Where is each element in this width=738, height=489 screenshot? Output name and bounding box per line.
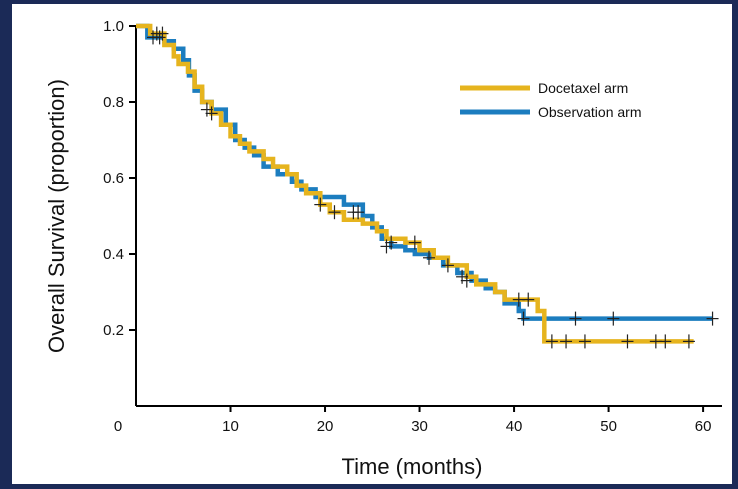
x-axis-title: Time (months) bbox=[342, 454, 483, 479]
censor-mark-docetaxel bbox=[205, 106, 218, 121]
censor-mark-docetaxel bbox=[328, 205, 341, 220]
censor-mark-observation bbox=[423, 250, 435, 265]
x-tick-label: 50 bbox=[600, 418, 617, 435]
censor-mark-observation bbox=[460, 273, 473, 288]
series-layer bbox=[136, 23, 719, 349]
censor-mark-observation bbox=[706, 311, 719, 326]
legend-label-observation: Observation arm bbox=[538, 104, 641, 120]
censor-mark-docetaxel bbox=[408, 235, 421, 250]
censor-mark-docetaxel bbox=[456, 269, 469, 284]
x-tick-label: 40 bbox=[506, 418, 523, 435]
censor-mark-observation bbox=[380, 239, 393, 254]
chart-panel: 0.2 0.4 0.6 0.8 1.0 0 10 20 30 40 50 60 Overall Su… bbox=[12, 4, 732, 484]
censor-mark-docetaxel bbox=[314, 197, 327, 212]
censor-mark-docetaxel bbox=[682, 334, 695, 349]
x-tick-label: 10 bbox=[222, 418, 239, 435]
censor-mark-docetaxel bbox=[352, 205, 365, 220]
censor-mark-docetaxel bbox=[385, 235, 398, 250]
censor-mark-observation bbox=[153, 30, 166, 45]
y-tick-label: 0.8 bbox=[103, 94, 124, 111]
censor-mark-docetaxel bbox=[621, 334, 634, 349]
axes bbox=[135, 26, 722, 407]
y-tick-label: 1.0 bbox=[103, 18, 124, 35]
censor-mark-docetaxel bbox=[522, 292, 535, 307]
x-ticks: 0 10 20 30 40 50 60 bbox=[114, 406, 712, 435]
y-tick-label: 0.6 bbox=[103, 170, 124, 187]
y-tick-label: 0.2 bbox=[103, 322, 124, 339]
censor-mark-docetaxel bbox=[560, 334, 573, 349]
x-tick-label: 0 bbox=[114, 418, 122, 435]
censor-mark-observation bbox=[607, 311, 620, 326]
x-tick-label: 20 bbox=[317, 418, 334, 435]
censor-mark-observation bbox=[517, 311, 530, 326]
series-line-docetaxel bbox=[136, 23, 694, 344]
censor-mark-docetaxel bbox=[156, 26, 169, 41]
censor-mark-observation bbox=[200, 102, 213, 117]
censor-mark-observation bbox=[441, 258, 454, 273]
y-ticks: 0.2 0.4 0.6 0.8 1.0 bbox=[103, 18, 136, 339]
x-tick-label: 60 bbox=[695, 418, 712, 435]
survival-chart: 0.2 0.4 0.6 0.8 1.0 0 10 20 30 40 50 60 Overall Su… bbox=[44, 18, 722, 479]
legend: Docetaxel arm Observation arm bbox=[460, 80, 641, 120]
censor-mark-docetaxel bbox=[659, 334, 672, 349]
y-tick-label: 0.4 bbox=[103, 246, 124, 263]
censor-mark-observation bbox=[569, 311, 582, 326]
censor-mark-docetaxel bbox=[578, 334, 591, 349]
legend-label-docetaxel: Docetaxel arm bbox=[538, 80, 628, 96]
y-axis-title: Overall Survival (proportion) bbox=[44, 79, 69, 353]
x-tick-label: 30 bbox=[411, 418, 428, 435]
series-line-observation bbox=[136, 23, 713, 321]
censor-mark-docetaxel bbox=[545, 334, 558, 349]
